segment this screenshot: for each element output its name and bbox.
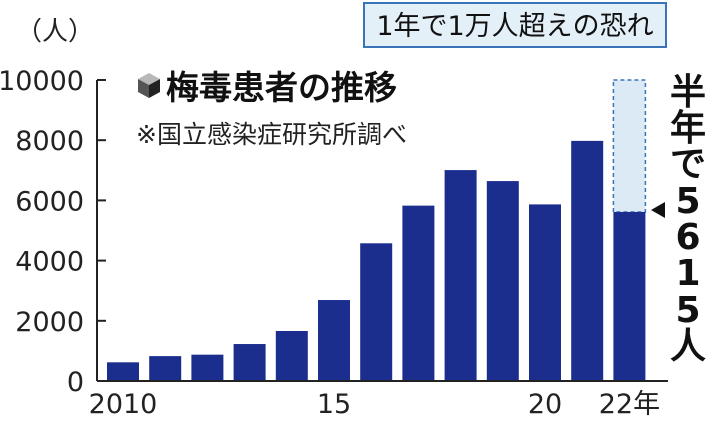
bar-2013 <box>233 344 266 381</box>
y-tick-label: 6000 <box>15 186 84 217</box>
x-tick-label: 20 <box>528 389 562 420</box>
x-axis: 2010 15 20 22年 <box>89 389 660 420</box>
y-tick-label: 10000 <box>0 66 84 97</box>
callout-text: 1年で1万人超えの恐れ <box>376 11 653 42</box>
projection-bar <box>612 79 647 213</box>
bar-2015 <box>318 300 350 381</box>
half-year-label-char: 半 <box>670 72 706 113</box>
x-tick-label: 15 <box>317 389 351 420</box>
half-year-label-char: 人 <box>670 326 706 367</box>
cube-icon <box>138 73 160 98</box>
y-tick-label: 4000 <box>15 247 84 278</box>
bar-2020 <box>529 204 561 381</box>
chart-title: 梅毒患者の推移 <box>166 68 397 107</box>
half-year-label-char: 1 <box>675 253 700 294</box>
bar-2019 <box>486 181 519 381</box>
bar-2021 <box>571 140 604 381</box>
x-tick-label: 22年 <box>599 389 660 420</box>
source-note: ※国立感染症研究所調べ <box>136 120 407 149</box>
x-tick-label: 2010 <box>89 389 158 420</box>
bar-2012 <box>191 354 224 381</box>
y-tick-label: 2000 <box>15 307 84 338</box>
bars <box>107 79 647 381</box>
bar-2022 <box>613 211 646 381</box>
half-year-label-char: 6 <box>675 217 700 258</box>
y-axis: 0 2000 4000 6000 8000 10000 <box>0 66 106 398</box>
y-tick-label: 8000 <box>15 126 84 157</box>
chart-title-group: 梅毒患者の推移 <box>138 68 397 107</box>
half-year-label-char: 年 <box>670 108 706 149</box>
y-tick-label: 0 <box>67 367 84 398</box>
bar-2018 <box>444 170 477 381</box>
bar-2016 <box>360 243 393 381</box>
bar-2011 <box>149 356 182 381</box>
half-year-label-char: 5 <box>675 181 700 222</box>
half-year-label-char: で <box>670 144 706 185</box>
bar-2014 <box>275 331 308 381</box>
bar-2017 <box>402 205 435 381</box>
pointer-arrow-icon <box>651 202 665 218</box>
bar-2010 <box>107 362 139 381</box>
half-year-label-char: 5 <box>675 290 700 331</box>
y-unit-label: （人） <box>16 17 94 47</box>
callout-box: 1年で1万人超えの恐れ <box>363 2 667 48</box>
